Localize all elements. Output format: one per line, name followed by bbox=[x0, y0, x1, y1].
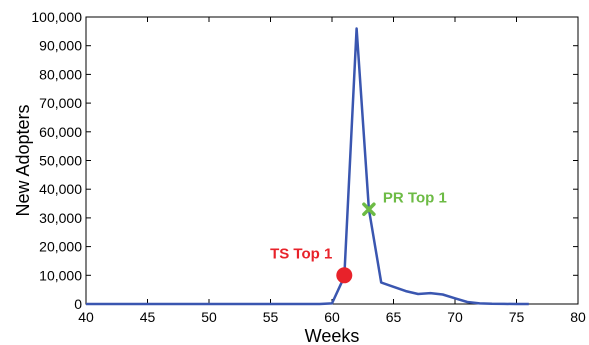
pr-top-marker-stroke bbox=[362, 202, 376, 217]
pr-top-label: PR Top 1 bbox=[383, 189, 447, 206]
y-axis-title: New Adopters bbox=[13, 104, 33, 216]
y-tick-label: 60,000 bbox=[39, 124, 82, 140]
x-tick-label: 60 bbox=[324, 309, 340, 325]
x-tick-label: 50 bbox=[201, 309, 217, 325]
y-tick-label: 100,000 bbox=[31, 9, 82, 25]
y-tick-label: 90,000 bbox=[39, 38, 82, 54]
y-tick-label: 80,000 bbox=[39, 66, 82, 82]
ts-top-marker bbox=[336, 267, 353, 284]
x-tick-label: 70 bbox=[447, 309, 463, 325]
y-tick-label: 10,000 bbox=[39, 267, 82, 283]
ts-top-label: TS Top 1 bbox=[270, 245, 332, 262]
y-tick-label: 0 bbox=[74, 296, 82, 312]
y-tick-label: 20,000 bbox=[39, 239, 82, 255]
x-tick-label: 40 bbox=[78, 309, 94, 325]
x-tick-label: 80 bbox=[570, 309, 586, 325]
y-tick-label: 50,000 bbox=[39, 153, 82, 169]
x-axis-title: Weeks bbox=[305, 326, 360, 345]
y-tick-label: 40,000 bbox=[39, 181, 82, 197]
plot-area: 40 45 50 55 60 65 70 75 80 0 10,000 20,000 30,000 40,… bbox=[31, 9, 586, 325]
y-tick-label: 70,000 bbox=[39, 95, 82, 111]
x-tick-label: 75 bbox=[509, 309, 525, 325]
x-tick-label: 65 bbox=[386, 309, 402, 325]
x-tick-label: 55 bbox=[263, 309, 279, 325]
y-tick-label: 30,000 bbox=[39, 210, 82, 226]
x-tick-label: 45 bbox=[140, 309, 156, 325]
series-line bbox=[86, 27, 529, 306]
